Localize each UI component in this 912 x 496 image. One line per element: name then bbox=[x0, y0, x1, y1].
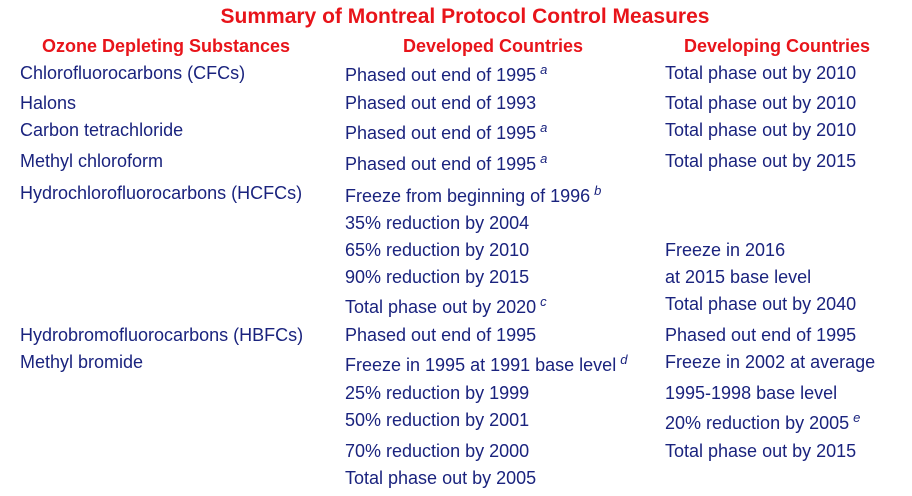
substance-hcfcs: Hydrochlorofluorocarbons (HCFCs) bbox=[20, 183, 303, 203]
developed-text: Phased out end of 1995 bbox=[345, 65, 537, 85]
developed-text: 25% reduction by 1999 bbox=[345, 383, 530, 403]
developed-row: Phased out end of 1995 a bbox=[345, 151, 548, 175]
developing-row: Total phase out by 2040 bbox=[665, 293, 856, 315]
developing-row: Total phase out by 2010 bbox=[665, 62, 856, 84]
developed-row: Freeze in 1995 at 1991 base level d bbox=[345, 352, 628, 376]
developing-row: 1995-1998 base level bbox=[665, 382, 837, 404]
footnote-marker: c bbox=[540, 294, 547, 309]
footnote-marker: b bbox=[594, 183, 602, 198]
developed-row: Phased out end of 1995 bbox=[345, 324, 536, 346]
developed-text: Phased out end of 1995 bbox=[345, 123, 537, 143]
footnote-marker: d bbox=[620, 352, 628, 367]
developed-text: 50% reduction by 2001 bbox=[345, 410, 530, 430]
developed-row: 65% reduction by 2010 bbox=[345, 239, 529, 261]
developing-row: Freeze in 2016 bbox=[665, 239, 785, 261]
developing-text: Total phase out by 2010 bbox=[665, 93, 857, 113]
developing-text: 20% reduction by 2005 bbox=[665, 413, 850, 433]
developed-row: Freeze from beginning of 1996 b bbox=[345, 183, 602, 207]
developing-row: Total phase out by 2010 bbox=[665, 119, 856, 141]
header-substances: Ozone Depleting Substances bbox=[42, 36, 291, 56]
developed-row: Total phase out by 2005 bbox=[345, 467, 536, 489]
developing-text: Total phase out by 2015 bbox=[665, 441, 857, 461]
developing-row: Phased out end of 1995 bbox=[665, 324, 856, 346]
developed-row: 50% reduction by 2001 bbox=[345, 409, 529, 431]
developing-text: Total phase out by 2015 bbox=[665, 151, 857, 171]
developed-row: 70% reduction by 2000 bbox=[345, 440, 529, 462]
developed-row: Phased out end of 1995 a bbox=[345, 62, 548, 86]
developed-row: Total phase out by 2020 c bbox=[345, 294, 547, 318]
developing-text: at 2015 base level bbox=[665, 267, 812, 287]
developed-text: Phased out end of 1995 bbox=[345, 154, 537, 174]
developing-row: Freeze in 2002 at average bbox=[665, 351, 875, 373]
developing-row: at 2015 base level bbox=[665, 266, 811, 288]
developing-row: 20% reduction by 2005 e bbox=[665, 410, 861, 434]
substance-cfcs: Chlorofluorocarbons (CFCs) bbox=[20, 63, 246, 83]
substance-hbfcs: Hydrobromofluorocarbons (HBFCs) bbox=[20, 325, 304, 345]
developing-row: Total phase out by 2010 bbox=[665, 92, 856, 114]
developing-text: Phased out end of 1995 bbox=[665, 325, 857, 345]
developed-text: 35% reduction by 2004 bbox=[345, 213, 530, 233]
developed-row: 35% reduction by 2004 bbox=[345, 212, 529, 234]
developing-text: Total phase out by 2040 bbox=[665, 294, 857, 314]
developed-text: Phased out end of 1995 bbox=[345, 325, 537, 345]
developed-text: 65% reduction by 2010 bbox=[345, 240, 530, 260]
developed-text: Total phase out by 2005 bbox=[345, 468, 537, 488]
developed-row: 25% reduction by 1999 bbox=[345, 382, 529, 404]
footnote-marker: e bbox=[853, 410, 861, 425]
page-title: Summary of Montreal Protocol Control Mea… bbox=[220, 5, 710, 28]
developed-row: Phased out end of 1995 a bbox=[345, 120, 548, 144]
substance-halons: Halons bbox=[20, 93, 77, 113]
developed-text: Freeze from beginning of 1996 bbox=[345, 186, 591, 206]
developing-text: Freeze in 2016 bbox=[665, 240, 786, 260]
developed-text: 70% reduction by 2000 bbox=[345, 441, 530, 461]
footnote-marker: a bbox=[540, 120, 548, 135]
developed-text: Total phase out by 2020 bbox=[345, 297, 537, 317]
developed-text: Phased out end of 1993 bbox=[345, 93, 537, 113]
developing-text: 1995-1998 base level bbox=[665, 383, 838, 403]
developed-text: 90% reduction by 2015 bbox=[345, 267, 530, 287]
footnote-marker: a bbox=[540, 62, 548, 77]
developed-row: Phased out end of 1993 bbox=[345, 92, 536, 114]
header-developed: Developed Countries bbox=[403, 36, 584, 56]
footnote-marker: a bbox=[540, 151, 548, 166]
substance-methyl-chloroform: Methyl chloroform bbox=[20, 151, 164, 171]
header-developing: Developing Countries bbox=[684, 36, 871, 56]
developed-text: Freeze in 1995 at 1991 base level bbox=[345, 355, 617, 375]
developing-text: Freeze in 2002 at average bbox=[665, 352, 876, 372]
substance-methyl-bromide: Methyl bromide bbox=[20, 352, 144, 372]
developing-row: Total phase out by 2015 bbox=[665, 440, 856, 462]
substance-carbon-tetrachloride: Carbon tetrachloride bbox=[20, 120, 184, 140]
developing-text: Total phase out by 2010 bbox=[665, 63, 857, 83]
developing-row: Total phase out by 2015 bbox=[665, 150, 856, 172]
developing-text: Total phase out by 2010 bbox=[665, 120, 857, 140]
developed-row: 90% reduction by 2015 bbox=[345, 266, 529, 288]
